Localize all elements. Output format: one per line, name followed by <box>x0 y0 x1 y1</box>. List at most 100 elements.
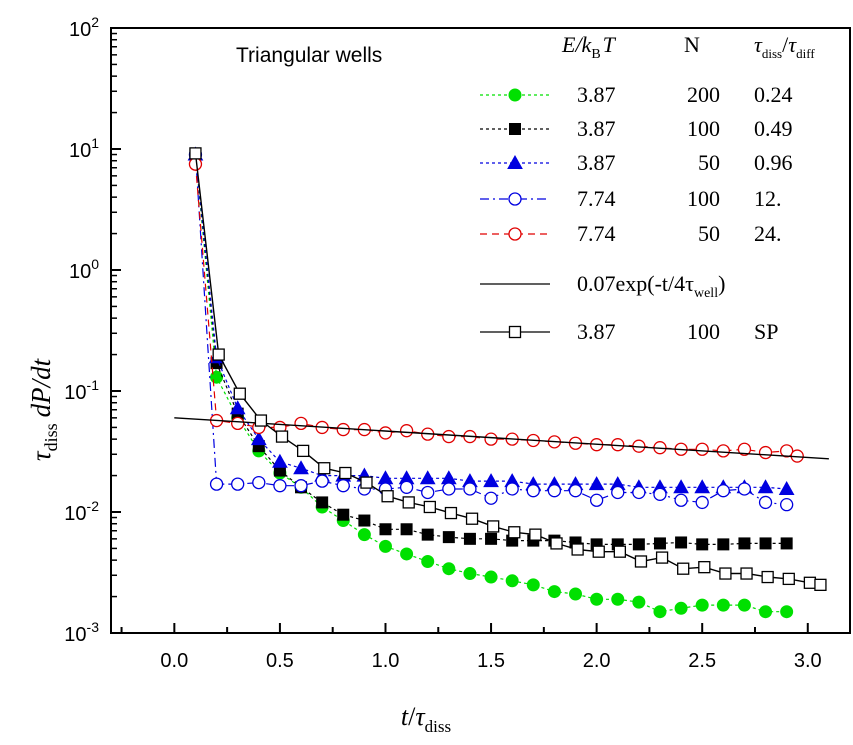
legend-col-1: 3.87 <box>577 82 616 107</box>
series-line <box>194 153 821 586</box>
data-point <box>675 536 688 549</box>
data-point <box>318 462 331 475</box>
x-tick-label: 1.5 <box>477 650 505 672</box>
data-point <box>381 490 394 503</box>
x-tick-label: 0.0 <box>160 650 188 672</box>
data-point <box>547 585 561 599</box>
plot-data <box>174 146 829 619</box>
data-point <box>360 476 373 489</box>
data-point <box>737 482 752 496</box>
x-tick-label: 0.5 <box>266 650 294 672</box>
legend-col-2: 50 <box>698 221 720 246</box>
data-point <box>378 539 392 553</box>
data-point <box>231 416 245 431</box>
data-point <box>716 484 730 498</box>
series-7 <box>189 147 827 591</box>
data-point <box>442 562 456 576</box>
data-point <box>442 531 455 544</box>
data-point <box>189 147 202 160</box>
y-label-tau: τ <box>26 450 56 461</box>
data-point <box>695 442 709 456</box>
data-point <box>673 479 689 494</box>
legend-col-1: 3.87 <box>577 116 616 141</box>
data-point <box>444 506 458 520</box>
data-point <box>402 496 415 509</box>
data-point <box>589 493 604 507</box>
legend-col-2: 100 <box>687 116 720 141</box>
x-label-sub: diss <box>425 717 451 736</box>
data-point <box>463 482 477 496</box>
x-tick-label: 2.5 <box>688 650 716 672</box>
data-point <box>550 537 563 550</box>
legend-col-1: 3.87 <box>577 319 616 344</box>
y-label-sub: diss <box>41 423 61 451</box>
data-point <box>463 567 477 581</box>
x-tick-label: 2.0 <box>583 650 611 672</box>
data-point <box>377 470 394 485</box>
legend-col-3: 0.24 <box>754 82 793 107</box>
data-point <box>337 508 350 521</box>
legend-col-3: SP <box>754 319 778 344</box>
data-point <box>695 495 709 510</box>
series-line <box>174 417 829 460</box>
y-axis-label: τdiss dP/dt <box>26 357 61 461</box>
legend-row-6: 0.07exp(-t/4τwell) <box>480 271 725 301</box>
legend-row-2: 3.87 100 0.49 <box>480 116 793 141</box>
data-point <box>400 547 414 561</box>
data-point <box>212 348 225 361</box>
legend-marker <box>507 154 523 169</box>
data-point <box>737 442 752 456</box>
data-point <box>378 426 393 440</box>
data-point <box>423 500 436 514</box>
data-point <box>655 551 669 564</box>
data-point <box>698 561 711 574</box>
data-point <box>674 493 688 507</box>
data-point <box>632 538 645 551</box>
y-tick-label: 101 <box>69 135 99 162</box>
data-point <box>316 496 329 509</box>
data-point <box>590 592 604 606</box>
data-point <box>508 526 521 539</box>
x-label-t: t <box>401 702 409 731</box>
legend-row-1: 3.87 200 0.24 <box>480 82 793 107</box>
data-point <box>717 538 730 551</box>
data-point <box>674 601 688 615</box>
data-point <box>547 484 562 498</box>
data-point <box>421 528 434 541</box>
data-point <box>440 470 457 485</box>
y-label-main: dP/dt <box>26 357 56 417</box>
legend-col-3: 12. <box>754 186 782 211</box>
legend-header-ratio: τdiss/τdiff <box>754 32 815 61</box>
data-point <box>611 485 625 500</box>
data-point <box>231 477 245 491</box>
data-point <box>358 514 371 527</box>
data-point <box>782 572 795 586</box>
legend-col-2: 100 <box>687 186 720 211</box>
data-point <box>505 574 519 588</box>
data-point <box>592 545 605 558</box>
x-tick-label: 3.0 <box>794 650 822 672</box>
data-point <box>761 570 774 584</box>
data-point <box>233 387 246 400</box>
legend-row-7: 3.87 100 SP <box>480 319 778 344</box>
data-point <box>294 416 308 431</box>
data-point <box>613 545 627 558</box>
legend-header-n: N <box>684 32 700 57</box>
legend-row-5: 7.74 50 24. <box>480 221 782 246</box>
data-point <box>653 487 667 501</box>
data-point <box>526 484 540 498</box>
data-point <box>780 498 794 512</box>
legend-col-3: 0.49 <box>754 116 793 141</box>
axis-ticks: 0.0 0.5 1.0 1.5 2.0 2.5 3.0 10-3 10-2 10-1 100 101 1… <box>64 14 821 672</box>
data-point <box>357 528 371 542</box>
data-point <box>188 157 203 171</box>
axes <box>110 27 851 634</box>
data-point <box>209 477 224 491</box>
data-point <box>483 473 499 488</box>
data-point <box>273 479 287 493</box>
legend-marker <box>508 88 522 102</box>
data-point <box>250 431 267 446</box>
data-point <box>780 605 794 619</box>
